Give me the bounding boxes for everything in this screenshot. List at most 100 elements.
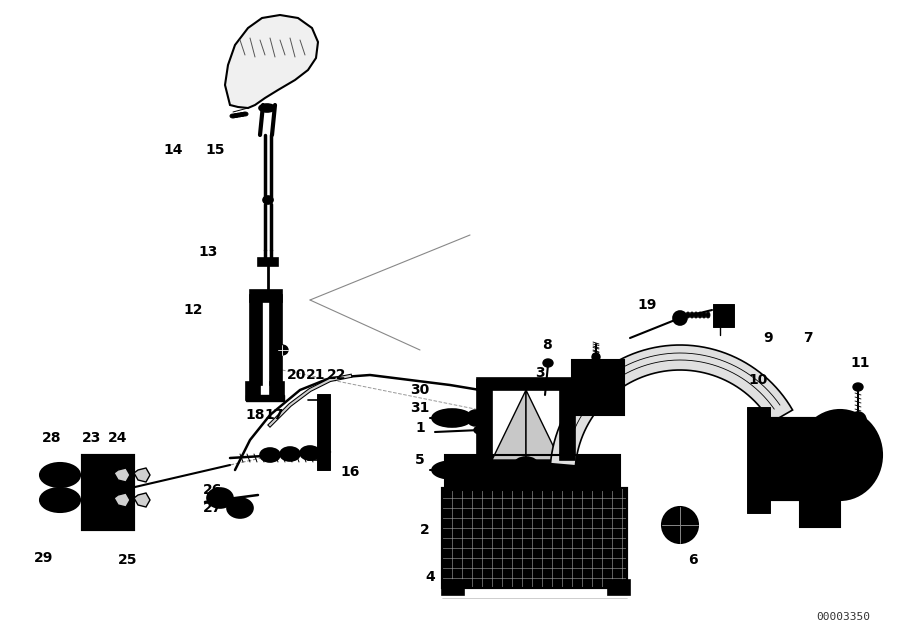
Bar xyxy=(572,360,624,415)
Bar xyxy=(442,488,627,588)
Text: 26: 26 xyxy=(203,483,222,497)
Ellipse shape xyxy=(853,383,863,391)
Ellipse shape xyxy=(474,426,486,434)
Ellipse shape xyxy=(276,345,288,355)
Polygon shape xyxy=(114,468,130,482)
Ellipse shape xyxy=(519,460,533,470)
Ellipse shape xyxy=(300,446,320,460)
Ellipse shape xyxy=(592,353,600,361)
Ellipse shape xyxy=(227,498,253,518)
Text: 10: 10 xyxy=(748,373,768,387)
Ellipse shape xyxy=(46,467,74,483)
Circle shape xyxy=(850,412,866,428)
Polygon shape xyxy=(492,390,526,460)
Circle shape xyxy=(674,519,686,531)
Text: 4: 4 xyxy=(425,570,435,584)
Circle shape xyxy=(676,314,684,322)
Ellipse shape xyxy=(239,112,245,116)
Bar xyxy=(246,395,284,401)
Text: 29: 29 xyxy=(34,551,54,565)
Text: 1: 1 xyxy=(415,421,425,435)
Ellipse shape xyxy=(438,464,466,476)
Text: 30: 30 xyxy=(410,383,429,397)
Bar xyxy=(318,395,330,470)
Bar xyxy=(250,290,282,302)
Text: 27: 27 xyxy=(203,501,222,515)
Polygon shape xyxy=(134,493,150,507)
Bar xyxy=(445,455,620,490)
Text: 15: 15 xyxy=(205,143,225,157)
Bar xyxy=(477,380,492,460)
Bar xyxy=(560,380,575,460)
Bar xyxy=(808,508,815,520)
Ellipse shape xyxy=(706,312,710,318)
Ellipse shape xyxy=(259,104,275,112)
Circle shape xyxy=(668,513,692,537)
Bar xyxy=(828,508,835,520)
Ellipse shape xyxy=(686,312,690,318)
Text: 25: 25 xyxy=(118,553,138,567)
Polygon shape xyxy=(526,390,560,460)
Ellipse shape xyxy=(46,492,74,508)
Ellipse shape xyxy=(40,488,80,512)
Ellipse shape xyxy=(432,461,472,479)
Ellipse shape xyxy=(472,462,488,478)
Ellipse shape xyxy=(698,312,702,318)
Ellipse shape xyxy=(467,410,483,426)
Bar xyxy=(270,382,284,400)
Text: 17: 17 xyxy=(265,408,284,422)
Ellipse shape xyxy=(805,417,875,493)
Ellipse shape xyxy=(514,457,538,473)
Bar xyxy=(270,295,282,385)
Circle shape xyxy=(752,453,766,467)
Polygon shape xyxy=(225,15,318,108)
Ellipse shape xyxy=(207,488,233,508)
Text: 20: 20 xyxy=(287,368,307,382)
Text: 5: 5 xyxy=(415,453,425,467)
Bar xyxy=(318,395,330,470)
Bar xyxy=(748,408,770,513)
Ellipse shape xyxy=(212,492,228,504)
Ellipse shape xyxy=(233,114,239,117)
Bar xyxy=(442,488,627,588)
Text: 31: 31 xyxy=(410,401,429,415)
Bar xyxy=(714,305,734,327)
Text: 21: 21 xyxy=(306,368,326,382)
Text: 28: 28 xyxy=(42,431,62,445)
Ellipse shape xyxy=(432,409,472,427)
Bar xyxy=(748,408,770,513)
Bar xyxy=(762,418,840,500)
Bar xyxy=(445,455,620,490)
Circle shape xyxy=(100,467,116,483)
Text: 00003350: 00003350 xyxy=(816,612,870,622)
Polygon shape xyxy=(134,468,150,482)
Ellipse shape xyxy=(438,412,466,424)
Bar xyxy=(608,580,630,595)
Polygon shape xyxy=(551,345,793,466)
Bar xyxy=(714,305,734,327)
Bar xyxy=(800,502,840,527)
Ellipse shape xyxy=(690,312,694,318)
Ellipse shape xyxy=(40,463,80,487)
Ellipse shape xyxy=(280,447,300,461)
Text: 23: 23 xyxy=(82,431,102,445)
Bar xyxy=(82,455,134,530)
Bar xyxy=(762,418,840,500)
Ellipse shape xyxy=(230,114,236,118)
Bar xyxy=(477,378,575,390)
Ellipse shape xyxy=(263,196,273,204)
Text: 14: 14 xyxy=(163,143,183,157)
Circle shape xyxy=(662,507,698,543)
Bar xyxy=(572,360,624,415)
Ellipse shape xyxy=(798,410,882,500)
Ellipse shape xyxy=(694,312,698,318)
Text: 9: 9 xyxy=(763,331,773,345)
Polygon shape xyxy=(114,493,130,507)
Text: 2: 2 xyxy=(420,523,430,537)
Text: 22: 22 xyxy=(328,368,346,382)
Text: 3: 3 xyxy=(536,366,544,380)
Ellipse shape xyxy=(242,112,248,116)
Ellipse shape xyxy=(260,448,280,462)
Circle shape xyxy=(100,492,116,508)
Text: 18: 18 xyxy=(245,408,265,422)
